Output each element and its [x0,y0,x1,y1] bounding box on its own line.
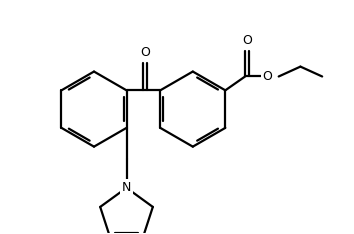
Text: O: O [242,34,252,47]
Text: N: N [122,181,131,194]
Text: O: O [140,46,150,59]
Text: O: O [262,70,272,83]
